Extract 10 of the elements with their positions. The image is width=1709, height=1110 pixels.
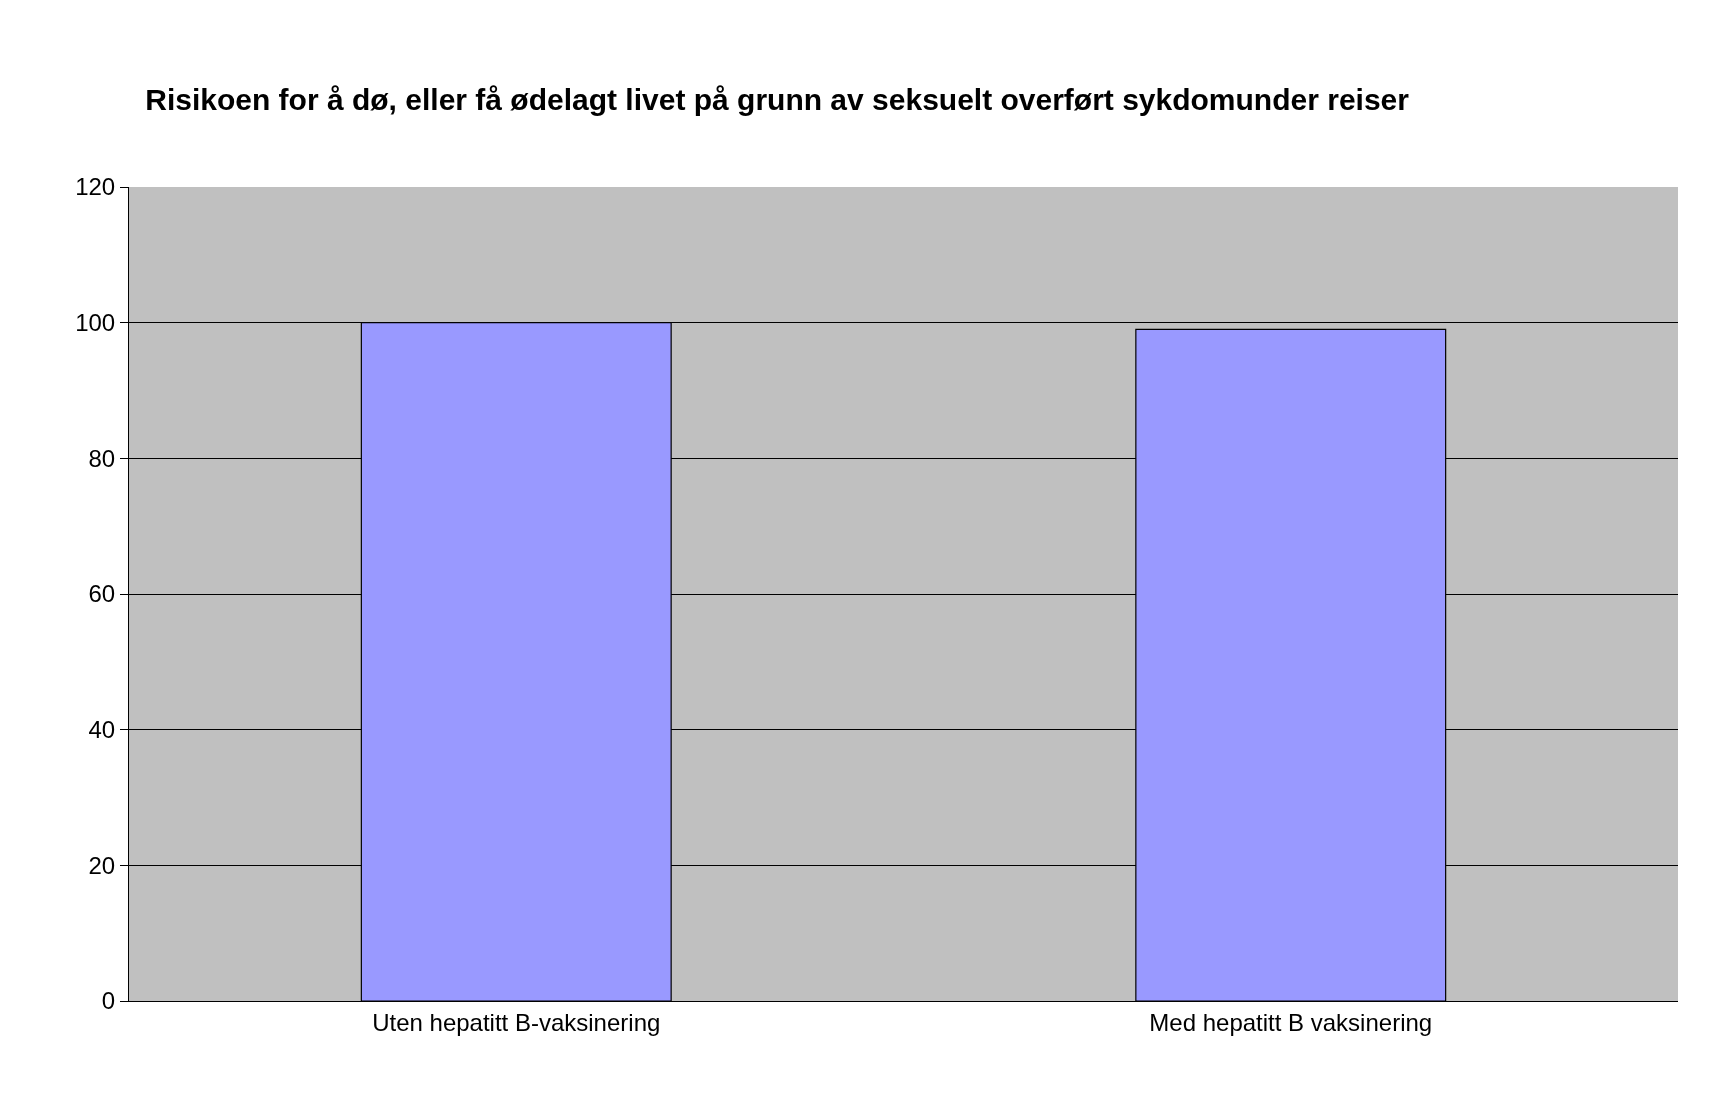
y-tick-label: 20: [88, 851, 116, 879]
y-tick-label: 120: [75, 173, 116, 201]
y-tick-label: 100: [75, 309, 116, 337]
y-tick-label: 80: [88, 444, 116, 472]
y-tick-label: 40: [88, 716, 116, 744]
x-tick-label: Uten hepatitt B-vaksinering: [372, 1008, 661, 1036]
x-tick-label: Med hepatitt B vaksinering: [1149, 1008, 1433, 1036]
y-tick-label: 0: [101, 987, 116, 1015]
y-tick-label: 60: [88, 580, 116, 608]
chart-title: Risikoen for å dø, eller få ødelagt livet på grunn av seksuelt overført sykdomunder reiser: [145, 83, 1410, 117]
